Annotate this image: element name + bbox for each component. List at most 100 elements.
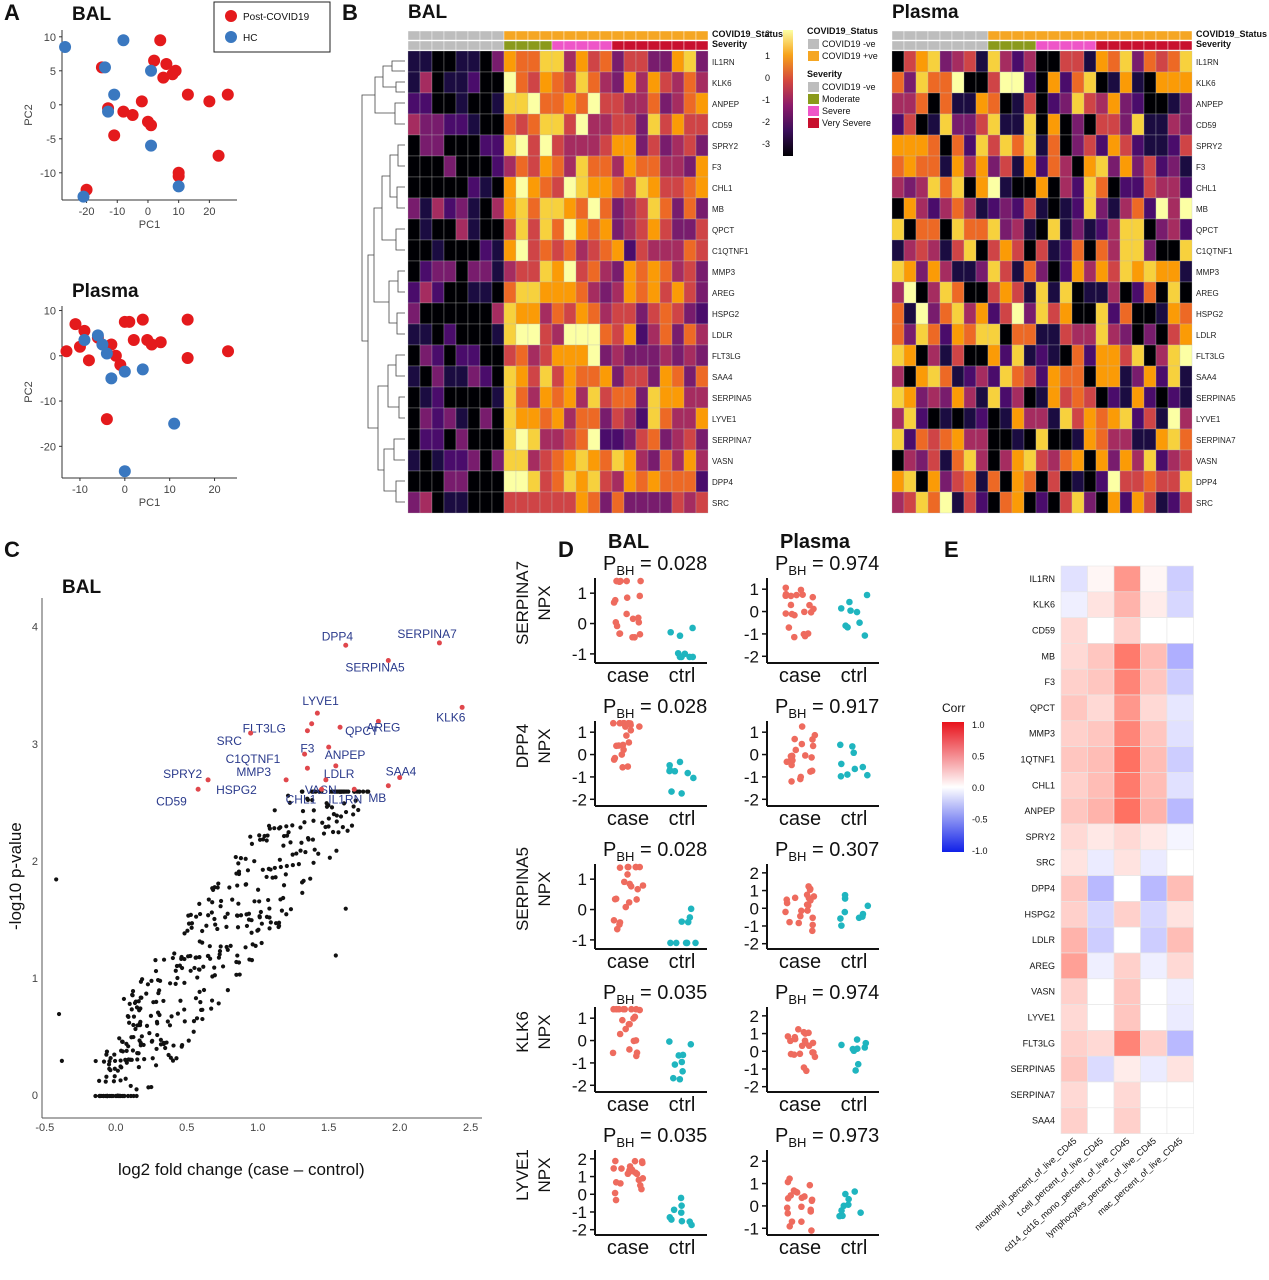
plasma-annot-status-label: COVID19_Status	[1196, 29, 1267, 39]
heatmap-cell	[551, 449, 565, 472]
heatmap-cell	[527, 50, 541, 73]
dot-y-tick-label: 2	[750, 864, 759, 883]
dot-case-point	[623, 732, 630, 739]
heatmap-cell	[647, 155, 661, 178]
volcano-point	[245, 868, 251, 873]
heatmap-cell	[927, 71, 941, 94]
volcano-point	[196, 967, 202, 972]
heatmap-cell	[563, 92, 577, 115]
corr-cell	[1060, 1004, 1088, 1031]
annot-status-cell	[963, 30, 977, 41]
heatmap-cell	[611, 239, 625, 262]
volcano-point	[310, 797, 315, 803]
dot-p-value: PBH = 0.974	[775, 553, 879, 578]
dot-y-tick-label: 2	[750, 1007, 759, 1026]
heatmap-cell	[1095, 260, 1109, 283]
heatmap-cell	[587, 176, 601, 199]
y-axis-label: PC2	[23, 381, 35, 402]
heatmap-cell	[999, 470, 1013, 493]
heatmap-cell	[1047, 155, 1061, 178]
heatmap-cell	[1071, 491, 1085, 514]
heatmap-cell	[1131, 50, 1145, 73]
pca-point	[117, 105, 130, 118]
heatmap-cell	[539, 323, 553, 346]
heatmap-cell	[987, 386, 1001, 409]
corr-legend-title: Corr	[942, 701, 965, 715]
volcano-point	[126, 1044, 131, 1049]
dot-ctrl-point	[838, 760, 845, 768]
heatmap-cell	[419, 134, 433, 157]
heatmap-cell	[1143, 491, 1157, 514]
volcano-point	[288, 840, 293, 845]
dot-npx-label: NPX	[535, 729, 554, 764]
volcano-point	[197, 989, 202, 994]
heatmap-cell	[611, 197, 625, 220]
volcano-point	[153, 968, 159, 974]
heatmap-cell	[527, 302, 541, 325]
dot-ctrl-point	[837, 915, 844, 922]
annot-severity-cell	[891, 40, 905, 51]
volcano-point	[186, 913, 191, 918]
heatmap-cell	[1023, 491, 1037, 514]
heatmap-cell	[999, 155, 1013, 178]
corr-cell	[1087, 668, 1115, 696]
corr-cell	[1140, 978, 1168, 1005]
heatmap-cell	[443, 71, 457, 94]
annot-severity-cell	[527, 40, 541, 51]
dot-case-point	[627, 727, 635, 734]
volcano-point	[272, 826, 277, 831]
heatmap-cell	[1155, 92, 1169, 115]
dot-case-point	[798, 1218, 805, 1226]
heatmap-cell	[975, 302, 989, 325]
volcano-point	[260, 837, 266, 842]
heatmap-cell	[431, 386, 445, 409]
dot-case-point	[806, 1181, 814, 1189]
heatmap-cell	[1059, 239, 1073, 262]
heatmap-cell	[419, 239, 433, 262]
corr-cell	[1087, 849, 1115, 876]
heatmap-cell	[975, 113, 989, 136]
heatmap-cell	[915, 176, 929, 199]
dot-case-point	[809, 1049, 816, 1056]
annot-severity-cell	[939, 40, 953, 51]
x-tick-label: -20	[79, 206, 95, 218]
heatmap-cell	[599, 449, 613, 472]
heatmap-cell	[515, 197, 529, 220]
heatmap-cell	[635, 197, 649, 220]
corr-cell	[1113, 720, 1141, 747]
volcano-point	[136, 999, 141, 1004]
dot-case-label: case	[607, 1237, 649, 1259]
heatmap-cell	[1083, 239, 1097, 262]
heatmap-cell	[903, 113, 917, 136]
heatmap-cell	[927, 176, 941, 199]
corr-row-label: LYVE1	[1028, 1013, 1055, 1023]
legend-severity-title: Severity	[807, 69, 842, 79]
annot-status-cell	[419, 30, 433, 41]
dot-y-tick-label: -2	[744, 647, 759, 666]
annot-severity-cell	[671, 40, 685, 51]
dot-ctrl-point	[690, 774, 697, 782]
dendrogram-branch	[398, 396, 405, 419]
volcano-point	[177, 963, 182, 968]
heatmap-cell	[467, 428, 481, 451]
heatmap-cell	[467, 218, 481, 241]
heatmap-cell	[915, 50, 929, 73]
volcano-point	[93, 1093, 98, 1099]
heatmap-cell	[1179, 113, 1193, 136]
heatmap-cell	[527, 113, 541, 136]
heatmap-cell	[1023, 134, 1037, 157]
heatmap-cell	[623, 449, 637, 472]
heatmap-cell	[455, 470, 469, 493]
volcano-point	[158, 1037, 163, 1042]
volcano-x-tick: 1.5	[321, 1122, 336, 1134]
heatmap-cell	[1071, 176, 1085, 199]
volcano-point	[167, 1023, 173, 1028]
dot-ctrl-label: ctrl	[841, 1237, 868, 1259]
heatmap-cell	[951, 155, 965, 178]
pca-point	[166, 68, 179, 81]
dot-case-point	[805, 1029, 812, 1037]
volcano-point	[197, 911, 203, 917]
heatmap-cell	[1083, 71, 1097, 94]
heatmap-cell	[539, 407, 553, 430]
heatmap-cell	[431, 176, 445, 199]
